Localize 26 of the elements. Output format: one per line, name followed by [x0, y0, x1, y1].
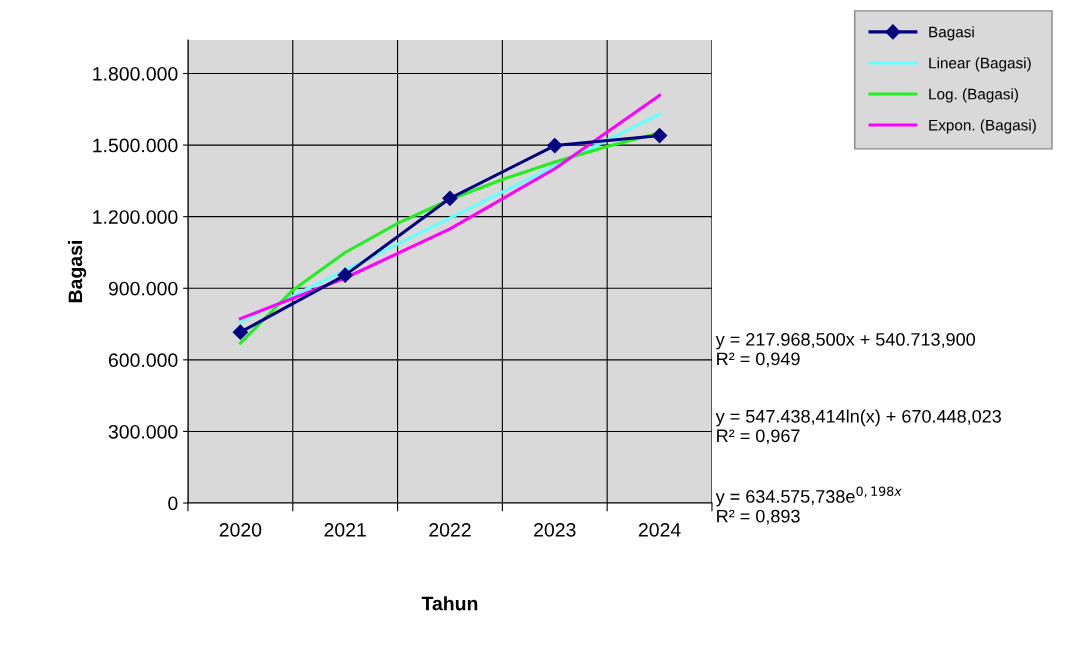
text: y = 217.968,500x + 540.713,900 R² = 0,949	[715, 333, 975, 368]
point	[547, 137, 563, 154]
y-tick-label: 300.000	[108, 424, 178, 439]
x-tick-label: 2024	[638, 522, 681, 537]
legend-label: Expon. (Bagasi)	[929, 119, 1036, 134]
point	[442, 190, 458, 206]
y-axis-title: Bagasi	[67, 241, 87, 303]
x-tick-label: 2020	[219, 522, 262, 537]
x-tick-label: 2023	[534, 522, 576, 537]
y-tick-label: 600.000	[108, 353, 178, 368]
legend-label: Linear (Bagasi)	[929, 57, 1031, 72]
y-tick-label: 1.500.000	[93, 138, 178, 153]
x-axis-title: Tahun	[421, 596, 478, 611]
legend-label: Log. (Bagasi)	[929, 88, 1018, 103]
point	[651, 127, 668, 144]
text: y = 634.575,738e$^{0,198x}$ R² = 0,893	[715, 486, 902, 525]
legend-label: Bagasi	[929, 26, 974, 41]
y-tick-label: 0	[168, 496, 178, 511]
x-tick-label: 2022	[429, 522, 471, 537]
y-tick-label: 1.200.000	[93, 210, 178, 224]
y-tick-label: 1.800.000	[93, 66, 178, 81]
point	[232, 324, 248, 340]
point	[337, 267, 353, 283]
text: y = 547.438,414ln(x) + 670.448,023 R² = 0,967	[715, 409, 1001, 445]
x-tick-label: 2021	[324, 522, 366, 537]
y-tick-label: 900.000	[108, 281, 178, 296]
